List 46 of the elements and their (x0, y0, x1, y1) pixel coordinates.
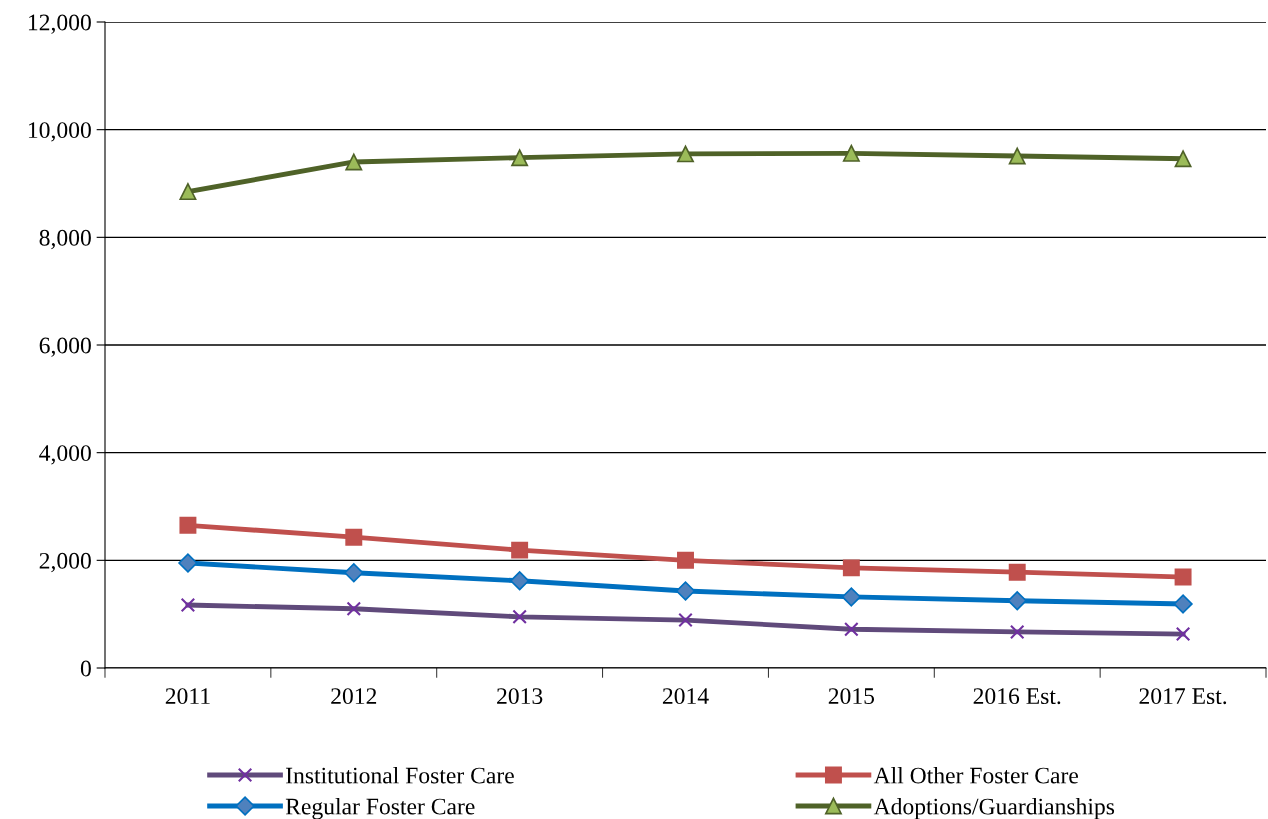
point (675, 581, 696, 601)
point (178, 553, 198, 573)
point (678, 612, 693, 628)
point (179, 183, 197, 201)
point (842, 559, 860, 577)
legend-label: Adoptions/Guardianships (873, 797, 1115, 819)
point (1009, 624, 1025, 640)
point (841, 587, 862, 607)
legend-label: Regular Foster Care (285, 797, 475, 819)
point (1008, 147, 1026, 165)
x-tick-label: 2012 (331, 688, 377, 705)
x-tick-label: 2011 (165, 688, 210, 705)
legend-label: All Other Foster Care (873, 766, 1079, 784)
x-tick-label: 2013 (497, 688, 543, 705)
point (511, 541, 529, 559)
point (1175, 626, 1191, 642)
y-tick-label: 10,000 (28, 122, 91, 142)
y-tick-label: 2,000 (39, 552, 91, 573)
point (842, 144, 860, 162)
y-tick-label: 0 (80, 660, 91, 677)
x-tick-label: 2016 Est. (973, 688, 1061, 705)
point (1173, 594, 1193, 614)
x-tick-label: 2015 (828, 688, 875, 705)
point (1008, 563, 1026, 581)
legend-label: Institutional Foster Care (286, 766, 514, 784)
point (345, 153, 363, 171)
point (1174, 150, 1192, 168)
point (1007, 591, 1027, 611)
y-tick-label: 8,000 (39, 229, 91, 250)
y-tick-label: 4,000 (39, 445, 91, 465)
point (677, 551, 694, 569)
point (180, 597, 196, 613)
point (512, 609, 527, 625)
point (844, 621, 859, 637)
point (511, 149, 529, 167)
point (346, 601, 362, 617)
x-tick-label: 2017 Est. (1139, 688, 1227, 705)
point (344, 563, 364, 583)
x-tick-label: 2014 (662, 688, 709, 705)
y-tick-label: 12,000 (28, 14, 91, 34)
point (509, 571, 530, 591)
point (345, 528, 363, 546)
point (1174, 568, 1192, 586)
point (179, 516, 197, 534)
point (677, 145, 694, 163)
y-tick-label: 6,000 (39, 337, 91, 357)
